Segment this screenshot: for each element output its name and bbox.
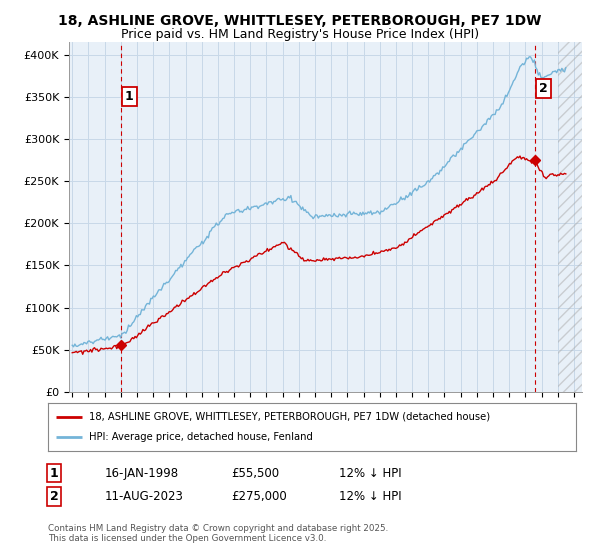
Text: £275,000: £275,000 [231,490,287,503]
Text: Price paid vs. HM Land Registry's House Price Index (HPI): Price paid vs. HM Land Registry's House … [121,28,479,41]
Text: 18, ASHLINE GROVE, WHITTLESEY, PETERBOROUGH, PE7 1DW: 18, ASHLINE GROVE, WHITTLESEY, PETERBORO… [58,14,542,28]
Text: 11-AUG-2023: 11-AUG-2023 [105,490,184,503]
Text: 2: 2 [539,82,547,95]
Text: 1: 1 [125,90,133,103]
Text: HPI: Average price, detached house, Fenland: HPI: Average price, detached house, Fenl… [89,432,313,442]
Text: £55,500: £55,500 [231,466,279,480]
Text: 12% ↓ HPI: 12% ↓ HPI [339,466,401,480]
Text: 18, ASHLINE GROVE, WHITTLESEY, PETERBOROUGH, PE7 1DW (detached house): 18, ASHLINE GROVE, WHITTLESEY, PETERBORO… [89,412,490,422]
Text: Contains HM Land Registry data © Crown copyright and database right 2025.
This d: Contains HM Land Registry data © Crown c… [48,524,388,543]
Text: 1: 1 [50,466,58,480]
Text: 2: 2 [50,490,58,503]
Text: 12% ↓ HPI: 12% ↓ HPI [339,490,401,503]
Text: 16-JAN-1998: 16-JAN-1998 [105,466,179,480]
